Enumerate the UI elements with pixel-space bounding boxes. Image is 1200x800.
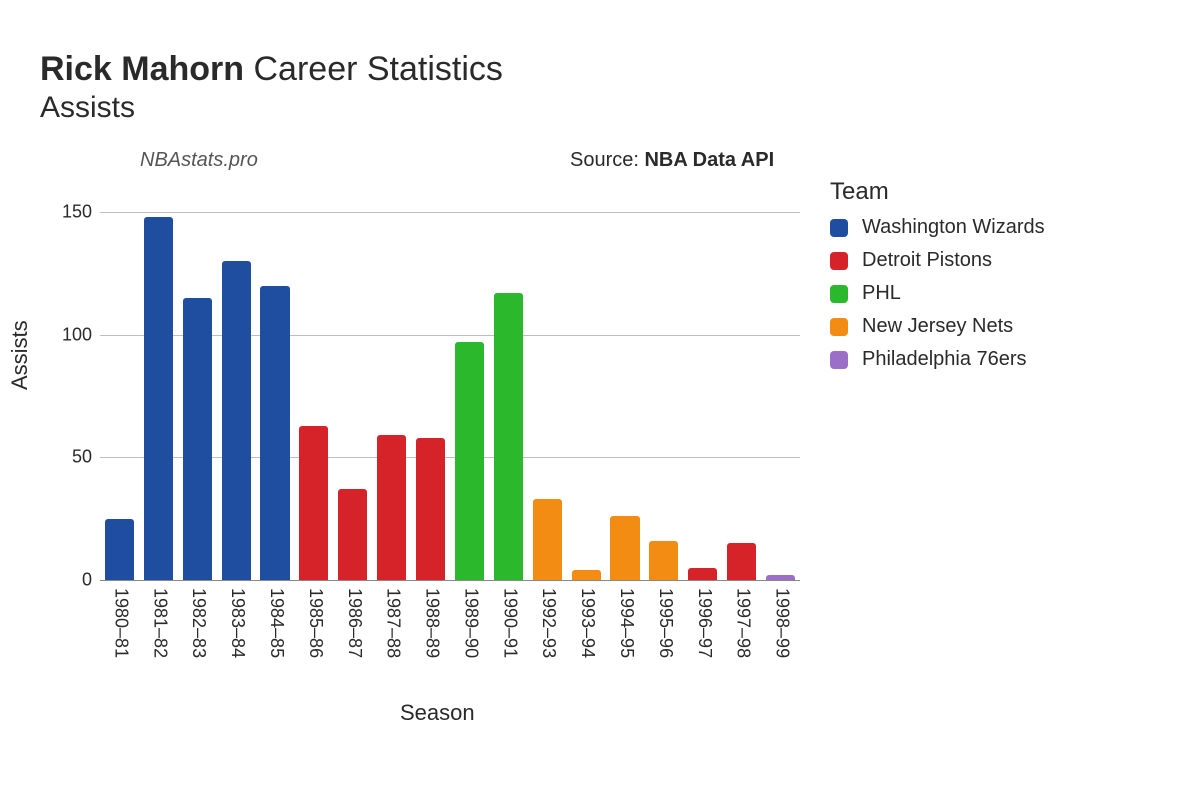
bar [455,342,484,580]
bar [105,519,134,580]
x-tick-label: 1994–95 [616,588,637,658]
x-tick-label: 1988–89 [422,588,443,658]
legend-swatch [830,285,848,303]
legend-item: Washington Wizards [830,216,1160,239]
chart-container: Rick Mahorn Career Statistics Assists NB… [0,0,1200,800]
plot-area [100,200,800,580]
y-tick-label: 100 [32,324,92,345]
bar [260,286,289,580]
legend-label: PHL [862,282,901,305]
legend-swatch [830,252,848,270]
chart-subtitle: Assists [40,91,1160,125]
bar [222,261,251,580]
bar [299,426,328,580]
bar [377,435,406,580]
legend-swatch [830,351,848,369]
x-tick-label: 1980–81 [110,588,131,658]
source-prefix: Source: [570,149,644,171]
bar [183,298,212,580]
y-tick-label: 150 [32,202,92,223]
site-label: NBAstats.pro [140,149,258,172]
x-tick-label: 1985–86 [305,588,326,658]
chart-title-bold: Rick Mahorn [40,50,244,88]
legend-item: New Jersey Nets [830,315,1160,338]
x-tick-label: 1997–98 [733,588,754,658]
bar [572,570,601,580]
grid-line [100,212,800,213]
y-tick-label: 50 [32,447,92,468]
x-tick-label: 1989–90 [460,588,481,658]
x-tick-label: 1998–99 [772,588,793,658]
legend-item: PHL [830,282,1160,305]
legend-item: Philadelphia 76ers [830,348,1160,371]
bar [727,543,756,580]
legend-label: Philadelphia 76ers [862,348,1027,371]
legend: Team Washington Wizards Detroit Pistons PH… [830,178,1160,381]
legend-label: Detroit Pistons [862,249,992,272]
bar [649,541,678,580]
bar [416,438,445,580]
x-tick-label: 1990–91 [499,588,520,658]
x-tick-label: 1993–94 [577,588,598,658]
y-axis-title: Assists [7,320,33,390]
x-tick-label: 1982–83 [188,588,209,658]
chart-title-rest: Career Statistics [244,50,503,88]
x-tick-label: 1995–96 [655,588,676,658]
bar [610,516,639,580]
legend-item: Detroit Pistons [830,249,1160,272]
y-tick-label: 0 [32,570,92,591]
grid-line [100,580,800,581]
bar [494,293,523,580]
chart-meta-row: NBAstats.pro Source: NBA Data API [40,149,1160,177]
source-label: Source: NBA Data API [570,149,774,172]
bar [533,499,562,580]
bar [338,489,367,580]
x-tick-label: 1996–97 [694,588,715,658]
x-tick-label: 1987–88 [383,588,404,658]
source-name: NBA Data API [644,149,774,171]
legend-swatch [830,318,848,336]
x-tick-label: 1981–82 [149,588,170,658]
legend-label: New Jersey Nets [862,315,1013,338]
bar [144,217,173,580]
x-tick-label: 1983–84 [227,588,248,658]
bar [766,575,795,580]
legend-swatch [830,219,848,237]
x-tick-label: 1992–93 [538,588,559,658]
x-axis-title: Season [400,700,475,726]
legend-title: Team [830,178,1160,206]
x-tick-label: 1984–85 [266,588,287,658]
bar [688,568,717,580]
chart-title: Rick Mahorn Career Statistics [40,50,1160,89]
legend-label: Washington Wizards [862,216,1045,239]
x-tick-label: 1986–87 [344,588,365,658]
